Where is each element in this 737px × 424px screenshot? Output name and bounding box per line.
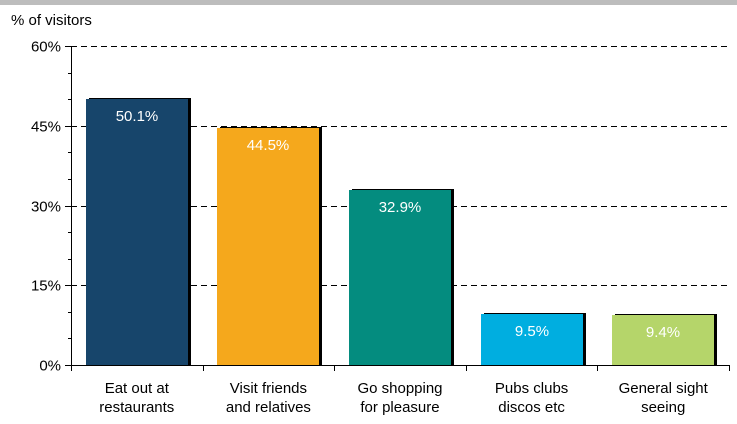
bar-value-label-5: 9.4% — [646, 324, 680, 341]
y-tick-label-45: 45% — [31, 119, 61, 136]
x-tick-label-5-line-2: seeing — [641, 399, 685, 416]
y-axis-title: % of visitors — [11, 12, 92, 29]
x-tick-label-2-line-2: and relatives — [226, 399, 311, 416]
y-tick-label-0: 0% — [39, 358, 61, 375]
bar-5 — [612, 315, 714, 365]
bar-1 — [86, 99, 188, 365]
axis-layer: 0% 15% 30% 45% 60% — [31, 39, 730, 375]
x-tick-label-5-line-1: General sight — [619, 380, 709, 397]
y-tick-label-30: 30% — [31, 199, 61, 216]
bar-2 — [217, 128, 319, 365]
x-tick-label-1-line-2: restaurants — [99, 399, 174, 416]
x-tick-label-3-line-2: for pleasure — [360, 399, 439, 416]
x-tick-label-2-line-1: Visit friends — [230, 380, 307, 397]
labels-layer: 50.1% Eat out at restaurants 44.5% Visit fri… — [99, 108, 708, 416]
x-tick-label-4-line-1: Pubs clubs — [495, 380, 568, 397]
y-tick-label-15: 15% — [31, 278, 61, 295]
bar-3 — [349, 190, 451, 365]
top-rule — [0, 0, 737, 5]
x-tick-label-4-line-2: discos etc — [498, 399, 565, 416]
bars-layer — [86, 98, 717, 365]
bar-value-label-4: 9.5% — [515, 323, 549, 340]
y-tick-label-60: 60% — [31, 39, 61, 56]
x-tick-label-1-line-1: Eat out at — [105, 380, 170, 397]
x-tick-label-3-line-1: Go shopping — [357, 380, 442, 397]
bar-value-label-1: 50.1% — [116, 108, 159, 125]
bar-value-label-2: 44.5% — [247, 137, 290, 154]
bar-value-label-3: 32.9% — [379, 199, 422, 216]
bar-4 — [481, 314, 583, 365]
